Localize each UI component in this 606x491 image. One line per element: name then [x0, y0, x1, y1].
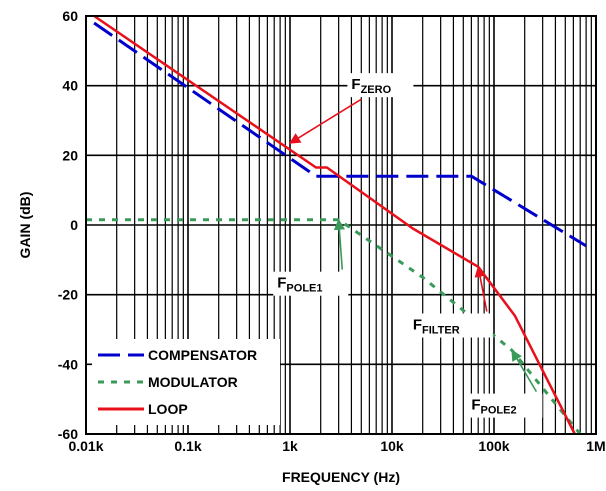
y-tick-label: 0 — [70, 217, 78, 233]
annotation-arrow — [333, 218, 345, 270]
annotation-arrow — [289, 98, 362, 144]
x-tick-label: 100k — [478, 438, 509, 454]
legend-label: COMPENSATOR — [148, 347, 257, 363]
y-axis-title: GAIN (dB) — [17, 192, 33, 259]
x-tick-label: 1M — [586, 438, 605, 454]
series-modulator-line — [86, 218, 582, 435]
annotation-background — [273, 271, 349, 296]
plot-frame — [85, 15, 597, 435]
y-tick-label: 40 — [62, 78, 78, 94]
x-tick-label: 1k — [282, 438, 298, 454]
y-tick-label: -20 — [58, 287, 78, 303]
y-tick-label: -40 — [58, 356, 78, 372]
series-compensator-line — [93, 21, 587, 248]
series-lines — [86, 14, 587, 435]
series-loop-line — [93, 14, 576, 435]
annotation-background — [347, 73, 414, 98]
legend: COMPENSATOR MODULATOR LOOP — [92, 339, 280, 425]
tick-labels: 0.01k 0.1k 1k 10k 100k 1M 60 40 20 0 -20 -40 -60 — [58, 8, 606, 454]
annotation-arrow — [511, 349, 538, 393]
x-axis-title: FREQUENCY (Hz) — [282, 469, 400, 485]
x-tick-label: 0.1k — [174, 438, 201, 454]
y-tick-label: -60 — [58, 426, 78, 442]
x-tick-label: 0.01k — [68, 438, 103, 454]
legend-label: LOOP — [148, 401, 188, 417]
legend-label: MODULATOR — [148, 374, 238, 390]
y-tick-label: 60 — [62, 8, 78, 24]
annotation-background — [408, 313, 493, 338]
x-tick-label: 10k — [380, 438, 404, 454]
y-tick-label: 20 — [62, 147, 78, 163]
annotation-background — [467, 393, 543, 418]
annotation-arrow — [474, 265, 488, 312]
legend-background — [92, 339, 280, 425]
